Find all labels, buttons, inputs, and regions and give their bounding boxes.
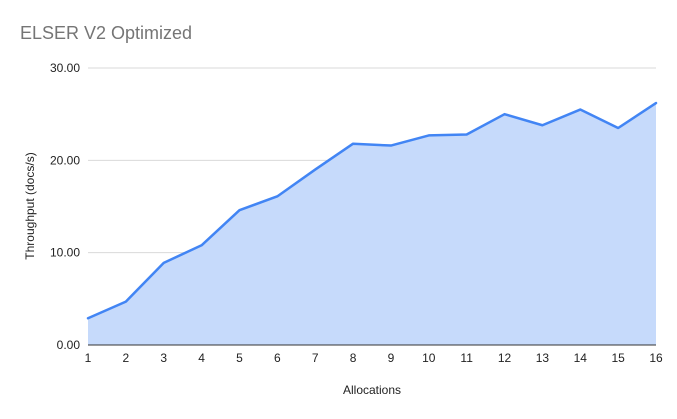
x-tick-label: 8: [350, 351, 357, 365]
x-tick-label: 1: [85, 351, 92, 365]
y-tick-label: 20.00: [50, 153, 80, 167]
x-tick-label: 4: [198, 351, 205, 365]
area-fill: [88, 103, 656, 345]
y-tick-label: 10.00: [50, 246, 80, 260]
x-tick-label: 2: [123, 351, 130, 365]
series-line: [86, 101, 658, 320]
x-tick-label: 10: [422, 351, 436, 365]
x-tick-label: 5: [236, 351, 243, 365]
x-tick-label: 12: [498, 351, 512, 365]
x-tick-label: 11: [460, 351, 473, 365]
x-tick-label: 15: [611, 351, 625, 365]
x-tick-label: 7: [312, 351, 319, 365]
y-tick-label: 0.00: [57, 338, 81, 352]
x-tick-label: 3: [160, 351, 167, 365]
y-axis-title: Throughput (docs/s): [23, 152, 37, 260]
x-tick-label: 16: [649, 351, 663, 365]
x-tick-label: 14: [574, 351, 588, 365]
x-tick-label: 13: [536, 351, 550, 365]
chart-title: ELSER V2 Optimized: [20, 23, 193, 43]
x-tick-label: 9: [388, 351, 395, 365]
y-tick-label: 30.00: [50, 61, 80, 75]
x-tick-label: 6: [274, 351, 281, 365]
x-axis-title: Allocations: [342, 383, 402, 397]
